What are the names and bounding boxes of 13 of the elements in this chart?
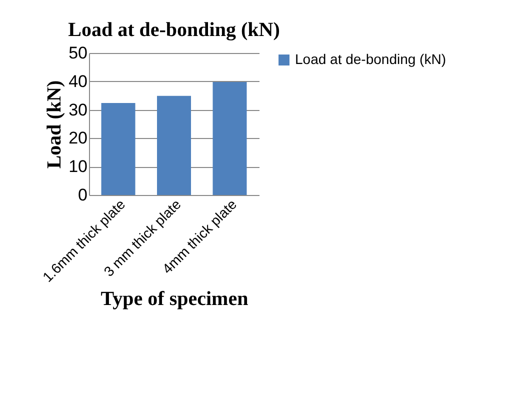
bar [212, 82, 247, 195]
y-tick-label: 30 [68, 100, 88, 120]
y-axis-title: Load (kN) [44, 80, 66, 169]
legend-label: Load at de-bonding (kN) [295, 51, 446, 67]
y-tick-label: 40 [68, 72, 88, 91]
x-axis-title: Type of specimen [100, 288, 248, 310]
y-tick-label: 50 [68, 44, 88, 62]
y-tick-label: 20 [68, 128, 88, 148]
bar [157, 96, 191, 195]
bar [101, 102, 136, 195]
y-tick-label: 10 [68, 157, 88, 176]
y-tick-label: 0 [78, 186, 88, 204]
chart-title: Load at de-bonding (kN) [68, 19, 280, 41]
